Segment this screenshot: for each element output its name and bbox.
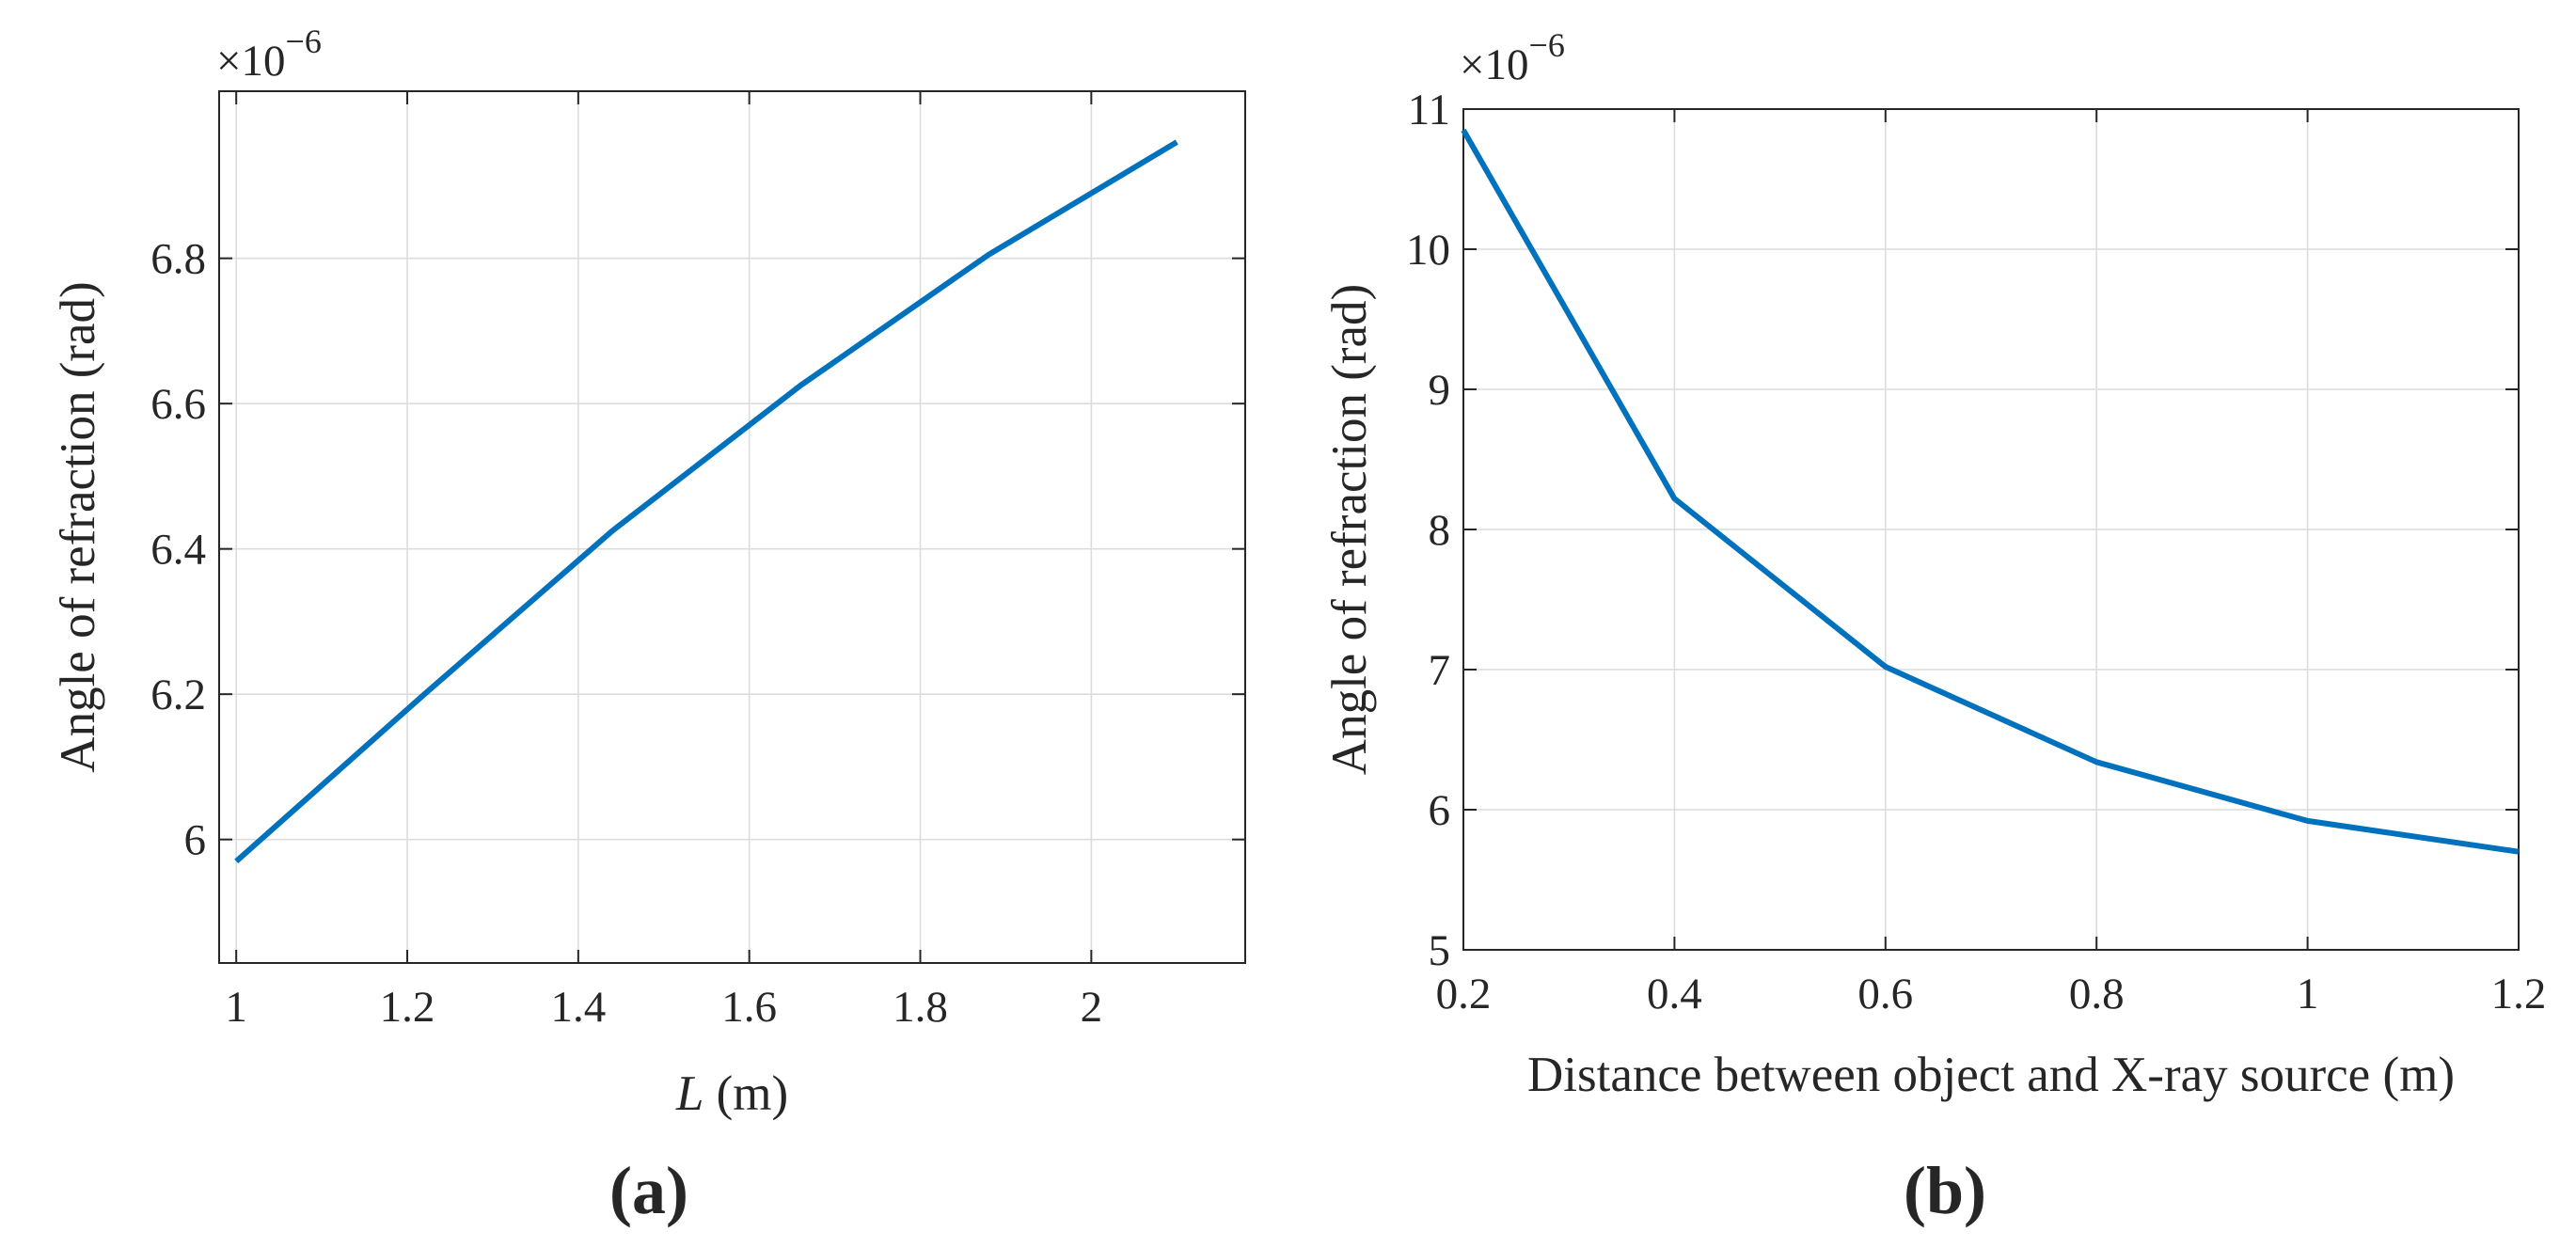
y-tick-label: 10 xyxy=(1406,226,1450,275)
y-axis-title: Angle of refraction (rad) xyxy=(1322,284,1377,775)
y-tick-label: 7 xyxy=(1429,646,1451,695)
y-tick-label: 6.2 xyxy=(150,671,206,719)
y-exponent-power: −6 xyxy=(286,23,322,60)
x-tick-label: 1 xyxy=(225,983,247,1032)
x-tick-label: 1.2 xyxy=(380,983,435,1032)
y-tick-label: 6.6 xyxy=(150,380,206,429)
y-axis-title: Angle of refraction (rad) xyxy=(51,281,105,772)
x-tick-label: 2 xyxy=(1081,983,1103,1032)
y-tick-label: 6 xyxy=(184,816,207,865)
series-line-0 xyxy=(234,139,1178,864)
x-tick-label: 1 xyxy=(2297,970,2319,1018)
x-tick-label: 1.4 xyxy=(550,983,606,1032)
x-tick-label: 1.6 xyxy=(721,983,777,1032)
x-axis-title: L (m) xyxy=(675,1066,788,1121)
y-tick-label: 6.8 xyxy=(150,235,206,284)
x-tick-label: 0.4 xyxy=(1647,970,1702,1018)
y-exponent-power: −6 xyxy=(1529,26,1565,64)
chart-panel-b: 0.2 0.4 0.6 0.8 1 1.2 5 6 7 8 9 10 11×10−6 Angle of r… xyxy=(1322,26,2546,1228)
x-tick-label: 0.8 xyxy=(2069,970,2125,1018)
x-tick-label: 1.2 xyxy=(2491,970,2547,1018)
axes-box xyxy=(218,90,1246,964)
y-tick-label: 11 xyxy=(1408,86,1450,134)
y-tick-label: 6.4 xyxy=(150,526,206,575)
y-tick-label: 6 xyxy=(1429,786,1451,835)
panel-label: (a) xyxy=(609,1153,688,1228)
x-axis-variable: L xyxy=(675,1066,703,1121)
y-tick-label: 8 xyxy=(1429,506,1451,555)
y-exponent-label: ×10−6 xyxy=(216,23,322,86)
series-line-0 xyxy=(1461,128,2520,855)
y-tick-label: 9 xyxy=(1429,366,1451,415)
chart-panel-a: 1 1.2 1.4 1.6 1.8 2 6 6.2 6.4 6.6 6.8 ×10−6 Angle of… xyxy=(51,23,1246,1228)
x-axis-unit: (m) xyxy=(703,1066,788,1121)
y-exponent-base: ×10 xyxy=(216,37,286,86)
x-tick-label: 0.6 xyxy=(1857,970,1913,1018)
y-exponent-label: ×10−6 xyxy=(1460,26,1565,89)
y-exponent-base: ×10 xyxy=(1460,40,1529,89)
x-tick-label: 0.2 xyxy=(1436,970,1492,1018)
x-axis-title: Distance between object and X-ray source… xyxy=(1527,1048,2455,1102)
y-tick-label: 5 xyxy=(1429,926,1451,975)
x-tick-label: 1.8 xyxy=(893,983,948,1032)
panel-label: (b) xyxy=(1904,1153,1986,1228)
